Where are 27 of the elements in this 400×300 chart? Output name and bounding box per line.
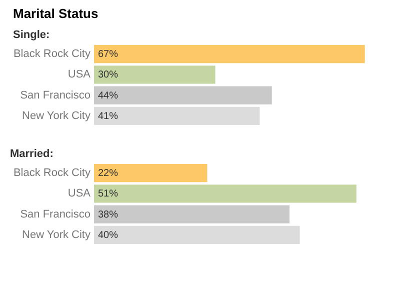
y-tick-label: New York City bbox=[22, 228, 91, 241]
bar bbox=[94, 205, 290, 224]
y-tick-label: USA bbox=[68, 188, 92, 200]
bar bbox=[94, 184, 356, 203]
data-label: 38% bbox=[98, 209, 118, 220]
chart-title: Marital Status bbox=[12, 6, 98, 21]
y-tick-label: New York City bbox=[22, 110, 91, 122]
data-label: 40% bbox=[98, 230, 118, 241]
data-label: 30% bbox=[98, 70, 118, 81]
bar bbox=[94, 66, 216, 84]
data-label: 67% bbox=[98, 49, 118, 60]
y-tick-label: Black Rock City bbox=[13, 167, 91, 180]
chart-subtitle: Single: bbox=[12, 29, 50, 41]
bar bbox=[94, 45, 365, 64]
bar bbox=[94, 86, 272, 104]
data-label: 51% bbox=[98, 188, 118, 200]
data-label: 41% bbox=[98, 110, 118, 122]
chart-title: Married: bbox=[10, 148, 54, 160]
bar bbox=[94, 106, 260, 125]
y-tick-label: USA bbox=[68, 68, 92, 81]
bar bbox=[94, 226, 300, 244]
data-label: 22% bbox=[98, 168, 118, 180]
y-tick-label: Black Rock City bbox=[13, 48, 91, 60]
y-tick-label: San Francisco bbox=[20, 89, 90, 102]
y-tick-label: San Francisco bbox=[20, 208, 90, 220]
bar bbox=[94, 164, 208, 182]
data-label: 44% bbox=[98, 90, 118, 102]
